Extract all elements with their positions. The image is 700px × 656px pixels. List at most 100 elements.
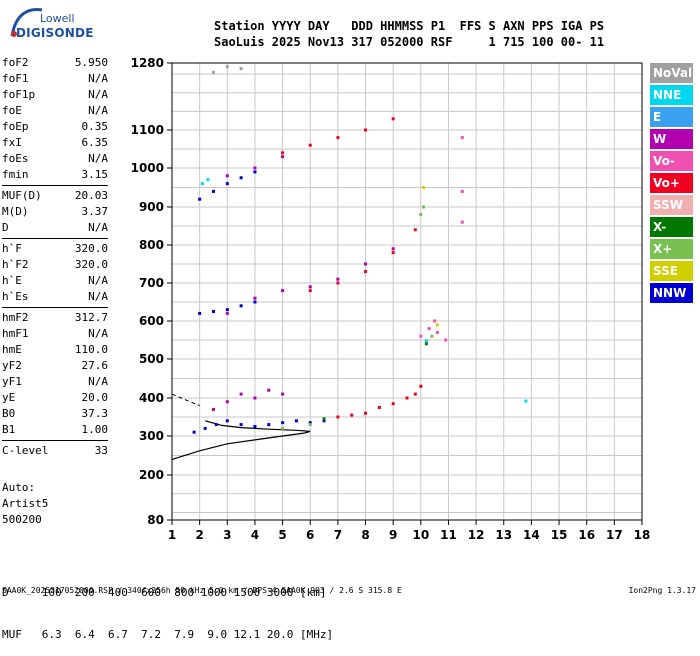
data-point	[308, 289, 312, 293]
x-tick-label: 2	[195, 528, 203, 542]
param-row: B1 1.00	[2, 422, 108, 438]
data-point	[391, 117, 395, 121]
data-point	[308, 285, 312, 289]
data-point	[192, 430, 196, 434]
ionogram-chart: 1 2 3 4 5 6 7 8 9 10 11 12 13 14 15 16 17 188020030040050…	[131, 56, 651, 542]
data-point	[225, 419, 229, 423]
data-point	[433, 319, 437, 323]
param-row: hmF2 312.7	[2, 310, 108, 326]
data-point	[253, 170, 257, 174]
data-point	[364, 128, 368, 132]
legend-item: NNE	[650, 85, 693, 105]
legend-item: X-	[650, 217, 693, 237]
y-tick-label: 300	[139, 429, 164, 443]
param-row: MUF(D) 20.03	[2, 188, 108, 204]
data-point	[239, 423, 243, 427]
data-point	[413, 228, 417, 232]
x-tick-label: 13	[495, 528, 512, 542]
lowell-digisonde-logo: Lowell DIGISONDE	[2, 4, 93, 44]
data-point	[281, 421, 285, 425]
param-separator	[2, 238, 108, 239]
muf-d-values: 100 200 400 600 800 1000 1500 3000 [km]	[41, 586, 327, 599]
param-label: h`F2	[2, 258, 29, 271]
chart-points	[192, 65, 528, 434]
param-label: D	[2, 221, 9, 234]
chart-grid	[171, 63, 643, 520]
x-tick-label: 10	[412, 528, 429, 542]
param-label: h`E	[2, 274, 22, 287]
data-point	[239, 304, 243, 308]
data-point	[424, 339, 428, 343]
data-point	[253, 166, 257, 170]
param-value: 0.35	[81, 120, 109, 133]
data-point	[225, 174, 229, 178]
param-label: foF1p	[2, 88, 36, 101]
data-point	[253, 425, 257, 428]
data-point	[419, 334, 423, 338]
param-value: N/A	[88, 327, 108, 340]
param-label: C-level	[2, 444, 49, 457]
data-point	[322, 417, 326, 421]
data-point	[424, 342, 428, 346]
muf-label: MUF	[2, 628, 22, 641]
data-point	[281, 151, 285, 155]
param-label: foF2	[2, 56, 29, 69]
param-row: h`E N/A	[2, 273, 108, 289]
data-point	[419, 384, 423, 388]
header-line2: SaoLuis 2025 Nov13 317 052000 RSF 1 715 …	[214, 35, 605, 49]
param-label: fxI	[2, 136, 22, 149]
data-point	[198, 311, 202, 315]
height-profile-line	[171, 420, 311, 460]
data-point	[225, 400, 229, 404]
chart-traces	[171, 393, 311, 460]
x-tick-label: 12	[468, 528, 485, 542]
data-point	[267, 388, 271, 392]
data-point	[460, 189, 464, 193]
param-value: 320.0	[74, 258, 108, 271]
param-row: yE 20.0	[2, 390, 108, 406]
param-value: 33	[94, 444, 108, 457]
data-point	[430, 334, 434, 338]
x-tick-label: 5	[278, 528, 286, 542]
data-point	[239, 176, 243, 180]
muf-values: 6.3 6.4 6.7 7.2 7.9 9.0 12.1 20.0 [MHz]	[41, 628, 334, 641]
station-header: Station YYYY DAY DDD HHMMSS P1 FFS S AXN…	[214, 18, 604, 50]
auto-block: Auto: Artist5 500200	[2, 480, 48, 528]
param-label: foEs	[2, 152, 29, 165]
param-row: foE N/A	[2, 103, 108, 119]
y-tick-label: 500	[139, 352, 164, 366]
data-point	[239, 67, 243, 71]
param-row: hmE 110.0	[2, 342, 108, 358]
param-value: N/A	[88, 152, 108, 165]
data-point	[211, 70, 215, 74]
legend-item: Vo+	[650, 173, 693, 193]
param-label: B0	[2, 407, 16, 420]
param-label: foE	[2, 104, 22, 117]
param-row: yF1 N/A	[2, 374, 108, 390]
data-point	[253, 300, 257, 304]
param-row: foF1p N/A	[2, 87, 108, 103]
auto-line1: Auto:	[2, 481, 36, 494]
param-row: hmF1 N/A	[2, 326, 108, 342]
x-tick-label: 6	[306, 528, 314, 542]
param-label: h`Es	[2, 290, 29, 303]
param-row: h`F2 320.0	[2, 257, 108, 273]
param-value: 6.35	[81, 136, 109, 149]
x-tick-label: 9	[389, 528, 397, 542]
x-tick-label: 8	[361, 528, 369, 542]
y-tick-label: 400	[139, 391, 164, 405]
x-tick-label: 18	[634, 528, 651, 542]
polarization-legend: NoVal NNE E W Vo- Vo+ SSW X- X+ SSE NNW	[650, 63, 693, 305]
param-separator	[2, 440, 108, 441]
data-point	[211, 189, 215, 193]
param-label: hmF2	[2, 311, 29, 324]
param-label: yF2	[2, 359, 22, 372]
auto-line2: Artist5	[2, 497, 49, 510]
param-label: fmin	[2, 168, 29, 181]
data-point	[203, 426, 207, 430]
param-value: N/A	[88, 221, 108, 234]
parameters-panel: foF2 5.950 foF1 N/A foF1p N/A foE N/A foEp 0.35 fx…	[2, 55, 108, 459]
legend-item: W	[650, 129, 693, 149]
param-separator	[2, 307, 108, 308]
data-point	[239, 392, 243, 396]
